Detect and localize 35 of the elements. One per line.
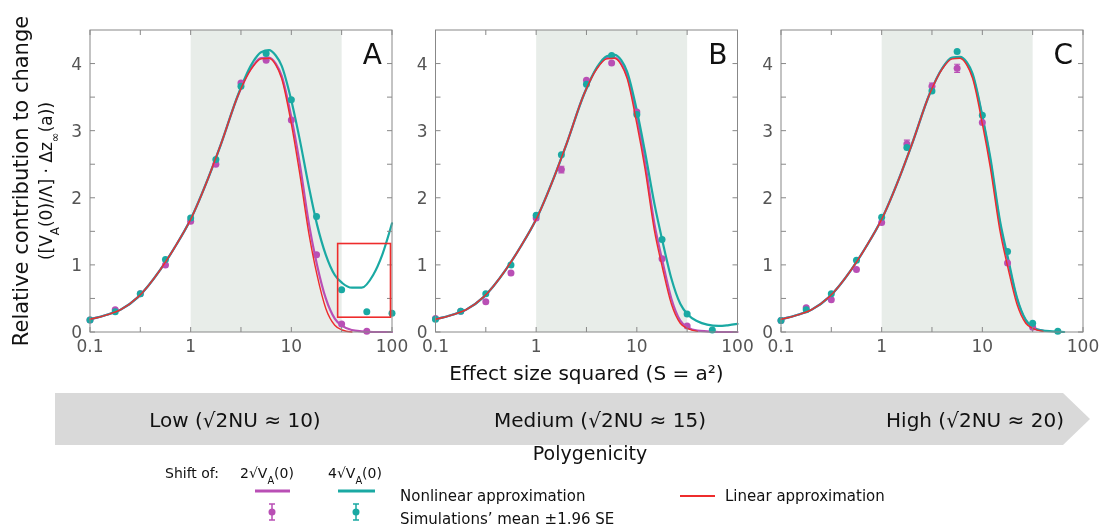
y-tick-label: 3 — [762, 120, 773, 141]
text: 4√V$_{A}$(0) — [328, 465, 382, 486]
x-tick-label: 10 — [626, 336, 648, 356]
chart-title: C — [1053, 38, 1073, 71]
y-tick-label: 4 — [416, 53, 428, 74]
chart-title: A — [362, 38, 382, 71]
x-tick-label: 10 — [971, 336, 994, 356]
x-tick-label: 10 — [280, 336, 303, 356]
text: Shift of: — [165, 465, 219, 481]
y-tick-label: 2 — [416, 187, 428, 208]
x-tick-label: 100 — [1066, 336, 1100, 356]
x-tick-label: 1 — [530, 336, 542, 356]
y-tick-label: 3 — [416, 120, 428, 141]
text: Nonlinear approximation — [400, 487, 586, 505]
y-tick-label: 2 — [762, 187, 773, 208]
x-axis-title: Effect size squared (S = a²) — [449, 361, 724, 385]
y-tick-label: 4 — [762, 53, 773, 74]
x-tick-label: 100 — [375, 336, 409, 356]
text: Polygenicity — [532, 442, 648, 464]
y-tick-label: 2 — [71, 187, 82, 208]
text: Simulations’ mean ±1.96 SE — [400, 510, 615, 528]
x-tick-label: 1 — [185, 336, 197, 356]
y-tick-label: 1 — [416, 254, 428, 275]
text: Linear approximation — [725, 487, 885, 505]
y-tick-label: 1 — [762, 254, 773, 275]
y-tick-label: 1 — [71, 254, 82, 275]
x-tick-label: 1 — [876, 336, 888, 356]
chart-title: B — [708, 38, 728, 71]
x-tick-label: 100 — [721, 336, 754, 356]
y-tick-label: 4 — [71, 53, 82, 74]
y-tick-label: 3 — [71, 120, 82, 141]
text: Low (√2NU ≈ 10) — [149, 408, 321, 432]
text: Medium (√2NU ≈ 15) — [494, 408, 706, 432]
text: 2√V$_{A}$(0) — [240, 465, 294, 486]
text: High (√2NU ≈ 20) — [886, 408, 1064, 432]
